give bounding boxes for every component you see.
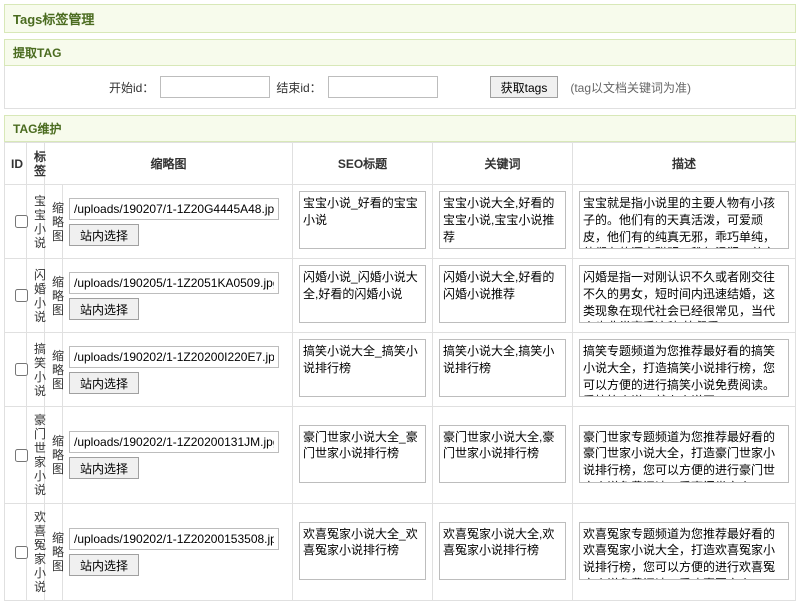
row-thumb-cell: 站内选择 xyxy=(63,407,293,504)
seo-title-textarea[interactable]: 欢喜冤家小说大全_欢喜冤家小说排行榜 xyxy=(299,522,426,580)
get-tags-button[interactable]: 获取tags xyxy=(490,76,559,98)
thumb-path-input[interactable] xyxy=(69,346,279,368)
row-id-cell xyxy=(5,504,27,601)
row-seo-cell: 闪婚小说_闪婚小说大全,好看的闪婚小说 xyxy=(293,259,433,333)
row-tag-label: 豪门世家小说 xyxy=(33,413,47,497)
start-id-input[interactable] xyxy=(160,76,270,98)
row-thumb-label: 缩略图 xyxy=(51,434,65,476)
pick-in-site-button[interactable]: 站内选择 xyxy=(69,372,139,394)
row-thumb-label: 缩略图 xyxy=(51,349,65,391)
row-thumb-label: 缩略图 xyxy=(51,275,65,317)
col-header-seo: SEO标题 xyxy=(293,143,433,185)
pick-in-site-button[interactable]: 站内选择 xyxy=(69,554,139,576)
row-thumb-label: 缩略图 xyxy=(51,201,65,243)
extract-panel: 提取TAG 开始id： 结束id： 获取tags (tag以文档关键词为准) xyxy=(4,39,796,109)
desc-textarea[interactable]: 搞笑专题频道为您推荐最好看的搞笑小说大全，打造搞笑小说排行榜，您可以方便的进行搞… xyxy=(579,339,789,397)
row-id-cell xyxy=(5,333,27,407)
thumb-path-input[interactable] xyxy=(69,528,279,550)
row-keywords-cell: 宝宝小说大全,好看的宝宝小说,宝宝小说推荐 xyxy=(433,185,573,259)
keywords-textarea[interactable]: 闪婚小说大全,好看的闪婚小说推荐 xyxy=(439,265,566,323)
table-row: 闪婚小说缩略图站内选择 闪婚小说_闪婚小说大全,好看的闪婚小说闪婚小说大全,好看的… xyxy=(5,259,796,333)
row-thumblabel-cell: 缩略图 xyxy=(45,259,63,333)
row-seo-cell: 欢喜冤家小说大全_欢喜冤家小说排行榜 xyxy=(293,504,433,601)
seo-title-textarea[interactable]: 闪婚小说_闪婚小说大全,好看的闪婚小说 xyxy=(299,265,426,323)
desc-textarea[interactable]: 欢喜冤家专题频道为您推荐最好看的欢喜冤家小说大全，打造欢喜冤家小说排行榜，您可以… xyxy=(579,522,789,580)
pick-in-site-button[interactable]: 站内选择 xyxy=(69,298,139,320)
row-keywords-cell: 搞笑小说大全,搞笑小说排行榜 xyxy=(433,333,573,407)
row-keywords-cell: 豪门世家小说大全,豪门世家小说排行榜 xyxy=(433,407,573,504)
extract-form-row: 开始id： 结束id： 获取tags (tag以文档关键词为准) xyxy=(4,66,796,109)
table-row: 豪门世家小说缩略图站内选择 豪门世家小说大全_豪门世家小说排行榜豪门世家小说大全,… xyxy=(5,407,796,504)
row-select-checkbox[interactable] xyxy=(15,449,28,462)
row-thumblabel-cell: 缩略图 xyxy=(45,407,63,504)
keywords-textarea[interactable]: 欢喜冤家小说大全,欢喜冤家小说排行榜 xyxy=(439,522,566,580)
seo-title-textarea[interactable]: 宝宝小说_好看的宝宝小说 xyxy=(299,191,426,249)
thumb-path-input[interactable] xyxy=(69,431,279,453)
pick-in-site-button[interactable]: 站内选择 xyxy=(69,457,139,479)
row-thumb-label: 缩略图 xyxy=(51,531,65,573)
row-desc-cell: 宝宝就是指小说里的主要人物有小孩子的。他们有的天真活泼，可爱顽皮，他们有的纯真无… xyxy=(573,185,796,259)
table-row: 欢喜冤家小说缩略图站内选择 欢喜冤家小说大全_欢喜冤家小说排行榜欢喜冤家小说大全,… xyxy=(5,504,796,601)
row-select-checkbox[interactable] xyxy=(15,215,28,228)
row-tag-label: 闪婚小说 xyxy=(33,268,47,324)
row-keywords-cell: 欢喜冤家小说大全,欢喜冤家小说排行榜 xyxy=(433,504,573,601)
seo-title-textarea[interactable]: 豪门世家小说大全_豪门世家小说排行榜 xyxy=(299,425,426,483)
row-id-cell xyxy=(5,259,27,333)
row-desc-cell: 闪婚是指一对刚认识不久或者刚交往不久的男女，短时间内迅速结婚，这类现象在现代社会… xyxy=(573,259,796,333)
extract-panel-title: 提取TAG xyxy=(4,39,796,66)
row-desc-cell: 搞笑专题频道为您推荐最好看的搞笑小说大全，打造搞笑小说排行榜，您可以方便的进行搞… xyxy=(573,333,796,407)
row-id-cell xyxy=(5,407,27,504)
seo-title-textarea[interactable]: 搞笑小说大全_搞笑小说排行榜 xyxy=(299,339,426,397)
row-tag-label: 欢喜冤家小说 xyxy=(33,510,47,594)
row-desc-cell: 欢喜冤家专题频道为您推荐最好看的欢喜冤家小说大全，打造欢喜冤家小说排行榜，您可以… xyxy=(573,504,796,601)
page-title: Tags标签管理 xyxy=(4,4,796,33)
row-seo-cell: 豪门世家小说大全_豪门世家小说排行榜 xyxy=(293,407,433,504)
row-select-checkbox[interactable] xyxy=(15,546,28,559)
row-tag-label: 搞笑小说 xyxy=(33,342,47,398)
table-row: 搞笑小说缩略图站内选择 搞笑小说大全_搞笑小说排行榜搞笑小说大全,搞笑小说排行榜搞… xyxy=(5,333,796,407)
keywords-textarea[interactable]: 豪门世家小说大全,豪门世家小说排行榜 xyxy=(439,425,566,483)
row-tag-label: 宝宝小说 xyxy=(33,194,47,250)
row-seo-cell: 搞笑小说大全_搞笑小说排行榜 xyxy=(293,333,433,407)
row-thumb-cell: 站内选择 xyxy=(63,259,293,333)
row-select-checkbox[interactable] xyxy=(15,289,28,302)
table-row: 宝宝小说缩略图站内选择 宝宝小说_好看的宝宝小说宝宝小说大全,好看的宝宝小说,宝宝… xyxy=(5,185,796,259)
row-thumblabel-cell: 缩略图 xyxy=(45,185,63,259)
row-seo-cell: 宝宝小说_好看的宝宝小说 xyxy=(293,185,433,259)
row-thumblabel-cell: 缩略图 xyxy=(45,333,63,407)
page-root: Tags标签管理 提取TAG 开始id： 结束id： 获取tags (tag以文… xyxy=(0,0,800,605)
end-id-input[interactable] xyxy=(328,76,438,98)
pick-in-site-button[interactable]: 站内选择 xyxy=(69,224,139,246)
col-header-desc: 描述 xyxy=(573,143,796,185)
row-desc-cell: 豪门世家专题频道为您推荐最好看的豪门世家小说大全，打造豪门世家小说排行榜，您可以… xyxy=(573,407,796,504)
keywords-textarea[interactable]: 宝宝小说大全,好看的宝宝小说,宝宝小说推荐 xyxy=(439,191,566,249)
row-thumblabel-cell: 缩略图 xyxy=(45,504,63,601)
end-id-label: 结束id： xyxy=(276,79,321,96)
row-thumb-cell: 站内选择 xyxy=(63,185,293,259)
extract-hint: (tag以文档关键词为准) xyxy=(570,79,691,96)
row-id-cell xyxy=(5,185,27,259)
keywords-textarea[interactable]: 搞笑小说大全,搞笑小说排行榜 xyxy=(439,339,566,397)
desc-textarea[interactable]: 闪婚是指一对刚认识不久或者刚交往不久的男女，短时间内迅速结婚，这类现象在现代社会… xyxy=(579,265,789,323)
desc-textarea[interactable]: 豪门世家专题频道为您推荐最好看的豪门世家小说大全，打造豪门世家小说排行榜，您可以… xyxy=(579,425,789,483)
col-header-tag: 标签 xyxy=(27,143,45,185)
row-thumb-cell: 站内选择 xyxy=(63,333,293,407)
thumb-path-input[interactable] xyxy=(69,272,279,294)
row-keywords-cell: 闪婚小说大全,好看的闪婚小说推荐 xyxy=(433,259,573,333)
row-select-checkbox[interactable] xyxy=(15,363,28,376)
thumb-path-input[interactable] xyxy=(69,198,279,220)
start-id-label: 开始id： xyxy=(109,79,154,96)
row-thumb-cell: 站内选择 xyxy=(63,504,293,601)
col-header-thumb: 缩略图 xyxy=(45,143,293,185)
maintain-panel: TAG维护 ID 标签 缩略图 SEO标题 关键词 描述 xyxy=(4,115,796,601)
tags-table: ID 标签 缩略图 SEO标题 关键词 描述 宝宝小说缩略图站内选择宝宝小说_好… xyxy=(4,142,796,601)
col-header-keywords: 关键词 xyxy=(433,143,573,185)
col-header-id: ID xyxy=(5,143,27,185)
maintain-panel-title: TAG维护 xyxy=(4,115,796,142)
desc-textarea[interactable]: 宝宝就是指小说里的主要人物有小孩子的。他们有的天真活泼，可爱顽皮，他们有的纯真无… xyxy=(579,191,789,249)
